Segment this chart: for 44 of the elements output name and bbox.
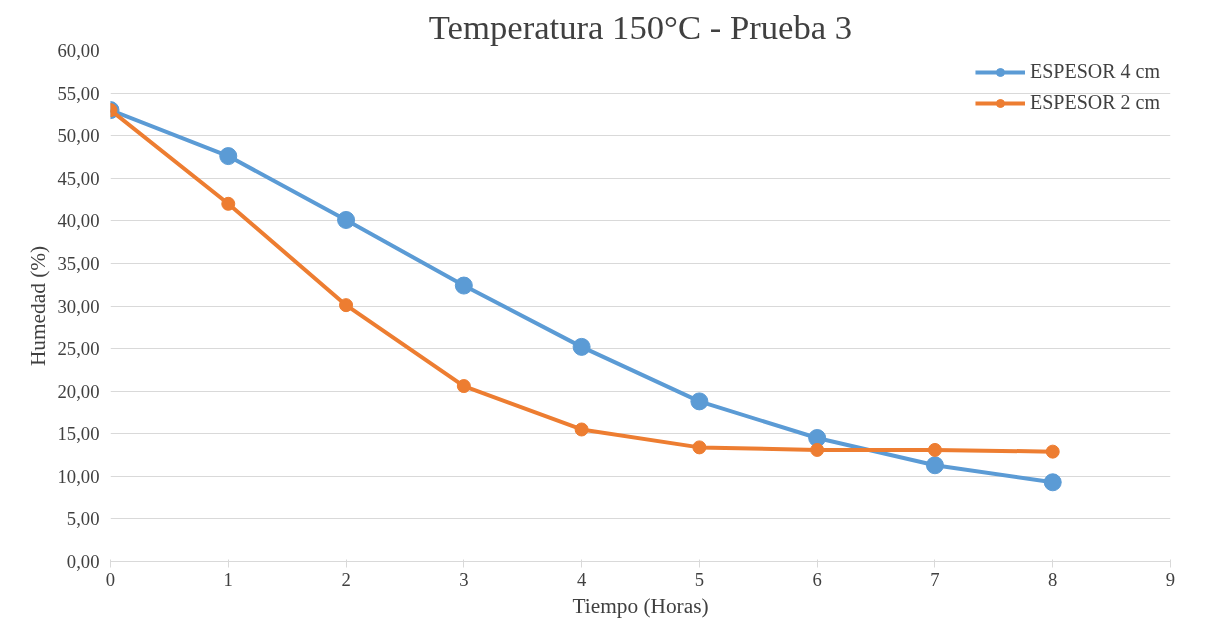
x-axis-title: Tiempo (Horas)	[572, 593, 709, 618]
point	[690, 392, 709, 411]
point	[927, 442, 942, 457]
y-tick-label: 35,00	[57, 252, 100, 274]
point	[339, 298, 354, 313]
point	[1043, 473, 1062, 492]
y-tick-label: 5,00	[66, 508, 100, 530]
point	[808, 429, 827, 447]
y-axis-title: Humedad (%)	[25, 245, 50, 367]
x-tick-label: 6	[812, 568, 822, 590]
x-tick-label: 4	[576, 568, 587, 590]
chart-title: Temperatura 150°C - Prueba 3	[428, 7, 853, 46]
point	[221, 196, 236, 211]
y-tick-label: 60,00	[57, 40, 100, 61]
legend-label: ESPESOR 2 cm	[1029, 91, 1160, 114]
y-tick-label: 0,00	[66, 551, 100, 572]
point	[810, 442, 825, 457]
y-tick-label: 45,00	[57, 167, 100, 189]
x-tick-label: 2	[341, 568, 351, 590]
point	[1045, 444, 1060, 459]
y-tick-label: 15,00	[57, 423, 100, 445]
point	[219, 147, 238, 166]
point	[454, 276, 473, 295]
y-tick-label: 30,00	[57, 295, 100, 317]
point	[692, 440, 707, 455]
x-tick-label: 3	[459, 568, 469, 590]
y-tick-label: 20,00	[57, 380, 100, 402]
x-tick-label: 9	[1165, 568, 1176, 590]
x-tick-label: 7	[930, 568, 940, 590]
point	[337, 211, 356, 229]
y-tick-label: 10,00	[57, 465, 100, 487]
point	[574, 422, 589, 437]
x-tick-label: 0	[105, 568, 116, 590]
y-tick-label: 40,00	[57, 210, 100, 232]
x-tick-label: 1	[223, 568, 233, 590]
x-tick-label: 5	[694, 568, 705, 590]
legend-label: ESPESOR 4 cm	[1029, 60, 1160, 83]
y-tick-label: 50,00	[57, 125, 100, 147]
point	[925, 456, 944, 475]
y-tick-label: 25,00	[57, 338, 100, 360]
x-tick-label: 8	[1048, 568, 1058, 590]
point	[456, 379, 471, 394]
point	[572, 337, 591, 356]
y-tick-label: 55,00	[57, 82, 100, 104]
